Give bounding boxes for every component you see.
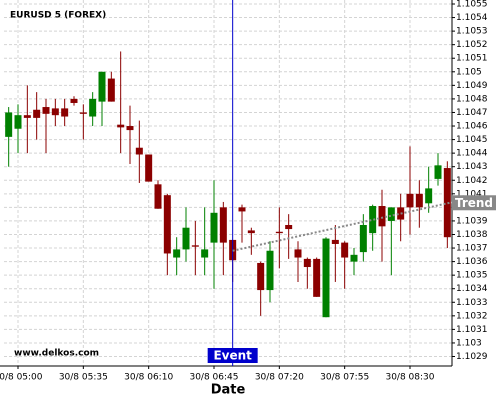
x-tick-label: 30/8 06:10 <box>124 373 173 383</box>
candle-body <box>443 168 451 238</box>
y-tick-label: 1.105 <box>456 67 482 77</box>
y-tick-label: 1.1044 <box>456 149 488 159</box>
y-tick-label: 1.1033 <box>456 298 488 308</box>
chart-title: EURUSD 5 (FOREX) <box>10 11 106 21</box>
y-tick-label: 1.1034 <box>456 284 488 294</box>
candle-body <box>89 98 97 117</box>
candle-body <box>359 224 367 253</box>
y-tick-label: 1.1037 <box>456 244 488 254</box>
candle-body <box>285 224 293 230</box>
candle-body <box>61 108 69 117</box>
candle-body <box>313 258 321 297</box>
y-tick-label: 1.1042 <box>456 176 488 186</box>
y-tick-label: 1.1055 <box>456 0 488 10</box>
candle-body <box>369 206 377 234</box>
x-axis-title: Date <box>211 383 246 398</box>
candle-body <box>5 112 13 137</box>
y-tick-label: 1.1053 <box>456 27 488 37</box>
candle-body <box>219 207 227 243</box>
candle-body <box>107 78 115 102</box>
y-tick-label: 1.1051 <box>456 54 488 64</box>
x-tick-label: 30/8 07:55 <box>320 373 369 383</box>
candle-body <box>126 126 134 131</box>
candle-body <box>117 124 125 128</box>
candle-body <box>145 154 153 182</box>
candle-body <box>70 98 78 103</box>
y-tick-label: 1.1035 <box>456 271 488 281</box>
y-tick-label: 1.103 <box>456 338 482 348</box>
candle-body <box>406 193 414 208</box>
y-tick-label: 1.1029 <box>456 352 488 362</box>
y-tick-label: 1.1048 <box>456 94 488 104</box>
candle-body <box>33 109 41 118</box>
candle-body <box>415 193 423 208</box>
candle-body <box>23 115 31 118</box>
candle-body <box>294 249 302 258</box>
candle-body <box>257 262 265 291</box>
trend-line <box>232 201 453 252</box>
candle-body <box>51 108 59 116</box>
candle-body <box>425 188 433 204</box>
candle-body <box>266 250 274 291</box>
x-tick-label: 30/8 06:45 <box>189 373 238 383</box>
event-label: Event <box>213 349 252 363</box>
candle-body <box>201 249 209 258</box>
y-tick-label: 1.1047 <box>456 108 488 118</box>
y-tick-label: 1.1038 <box>456 230 488 240</box>
candle-body <box>210 212 218 243</box>
candle-body <box>247 230 255 234</box>
y-tick-label: 1.1043 <box>456 162 488 172</box>
candle-body <box>331 239 339 244</box>
candle-body <box>238 207 246 212</box>
candle-body <box>387 207 395 221</box>
trend-label: Trend <box>455 196 493 210</box>
y-tick-label: 1.1041 <box>456 189 488 199</box>
candle-body <box>42 107 50 114</box>
y-tick-label: 1.1052 <box>456 40 488 50</box>
y-tick-label: 1.1039 <box>456 216 488 226</box>
candle-body <box>182 227 190 250</box>
y-tick-label: 1.1046 <box>456 122 488 132</box>
candle-body <box>350 254 358 262</box>
candle-body <box>303 258 311 268</box>
trend-label-box <box>452 195 496 211</box>
candle-body <box>98 71 106 102</box>
y-tick-label: 1.1049 <box>456 81 488 91</box>
y-tick-label: 1.1054 <box>456 13 488 23</box>
candle-body <box>173 249 181 258</box>
candle-body <box>154 184 162 209</box>
candle-body <box>378 206 386 227</box>
y-tick-label: 1.1031 <box>456 325 488 335</box>
candle-body <box>14 115 22 129</box>
candle-body <box>135 147 143 155</box>
candle-body <box>163 195 171 254</box>
x-tick-label: 30/8 05:00 <box>0 373 43 383</box>
y-tick-label: 1.1032 <box>456 311 488 321</box>
candle-body <box>434 165 442 179</box>
x-tick-label: 30/8 07:20 <box>255 373 304 383</box>
candle-body <box>341 242 349 258</box>
x-tick-label: 30/8 08:30 <box>385 373 434 383</box>
watermark: www.delkos.com <box>14 349 99 359</box>
x-tick-label: 30/8 05:35 <box>59 373 108 383</box>
y-tick-label: 1.1036 <box>456 257 488 267</box>
candle-body <box>191 245 199 247</box>
event-label-box <box>207 348 258 363</box>
candle-body <box>79 112 87 114</box>
candle-body <box>322 238 330 318</box>
y-tick-label: 1.1045 <box>456 135 488 145</box>
candle-body <box>275 231 283 234</box>
